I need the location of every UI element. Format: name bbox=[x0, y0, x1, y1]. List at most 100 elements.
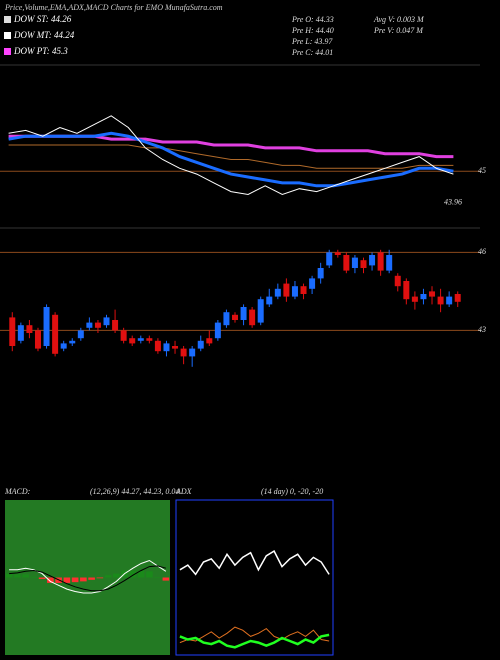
series-line bbox=[179, 626, 330, 644]
candle-body bbox=[291, 286, 298, 297]
candle-body bbox=[77, 330, 84, 339]
quote-item: Pre O: 44.33 bbox=[291, 15, 334, 24]
series-line bbox=[8, 144, 454, 169]
histogram-bar bbox=[22, 574, 29, 578]
histogram-bar bbox=[80, 577, 87, 582]
candle-body bbox=[377, 252, 384, 271]
legend-swatch bbox=[4, 48, 11, 55]
candle-body bbox=[240, 307, 247, 320]
quote-item: Pre C: 44.01 bbox=[291, 48, 333, 57]
candle-body bbox=[112, 320, 119, 331]
candle-body bbox=[257, 299, 264, 323]
candle-body bbox=[137, 338, 144, 341]
candle-body bbox=[206, 338, 213, 344]
candle-body bbox=[437, 296, 444, 305]
candle-body bbox=[129, 338, 136, 344]
histogram-bar bbox=[154, 577, 161, 578]
histogram-bar bbox=[63, 577, 71, 583]
candle-body bbox=[420, 294, 427, 300]
candle-body bbox=[189, 348, 196, 357]
candle-body bbox=[34, 330, 41, 349]
series-line bbox=[179, 550, 330, 576]
legend-label: DOW PT: 45.3 bbox=[13, 46, 68, 56]
candle-body bbox=[52, 314, 59, 354]
histogram-bar bbox=[129, 570, 137, 578]
candle-body bbox=[223, 312, 230, 326]
candle-body bbox=[197, 340, 204, 349]
panel-title: ADX bbox=[175, 487, 193, 496]
candle-body bbox=[360, 260, 367, 268]
candle-body bbox=[411, 296, 418, 302]
panel-subtitle: (14 day) 0, -20, -20 bbox=[261, 487, 323, 496]
candle-body bbox=[120, 330, 127, 341]
histogram-bar bbox=[71, 577, 79, 583]
panel-title: MACD: bbox=[4, 487, 31, 496]
histogram-bar bbox=[88, 577, 95, 580]
candle-body bbox=[309, 278, 316, 289]
candle-body bbox=[146, 338, 153, 341]
candle-body bbox=[103, 317, 110, 326]
candle-body bbox=[69, 340, 76, 344]
candle-body bbox=[317, 268, 324, 279]
candle-body bbox=[386, 255, 393, 271]
candle-body bbox=[163, 343, 170, 352]
candle-body bbox=[446, 296, 453, 305]
candle-body bbox=[60, 343, 67, 349]
series-line bbox=[8, 134, 454, 159]
histogram-bar bbox=[38, 577, 46, 580]
histogram-bar bbox=[14, 574, 21, 578]
candle-body bbox=[429, 291, 436, 297]
candle-body bbox=[326, 252, 333, 266]
candle-body bbox=[17, 325, 24, 341]
series-line bbox=[8, 131, 454, 188]
candle-body bbox=[180, 348, 187, 357]
quote-item: Pre V: 0.047 M bbox=[373, 26, 424, 35]
candle-body bbox=[300, 286, 307, 294]
legend-label: DOW ST: 44.26 bbox=[13, 14, 72, 24]
price-label: 43.96 bbox=[444, 197, 462, 206]
histogram-bar bbox=[162, 577, 170, 581]
histogram-bar bbox=[104, 575, 112, 578]
candle-body bbox=[283, 283, 290, 297]
y-tick-label: 46 bbox=[478, 247, 486, 256]
candle-body bbox=[249, 309, 256, 326]
quote-item: Pre H: 44.40 bbox=[291, 26, 334, 35]
histogram-bar bbox=[47, 577, 54, 583]
candle-body bbox=[334, 252, 341, 255]
candle-body bbox=[43, 307, 50, 346]
series-line bbox=[9, 565, 167, 592]
series-line bbox=[179, 633, 330, 649]
candle-body bbox=[394, 275, 401, 287]
candle-body bbox=[343, 255, 350, 271]
quote-item: Pre L: 43.97 bbox=[291, 37, 333, 46]
candle-body bbox=[232, 314, 238, 320]
histogram-bar bbox=[5, 573, 13, 578]
candle-body bbox=[369, 255, 376, 266]
candle-body bbox=[274, 288, 281, 297]
series-line bbox=[8, 115, 454, 196]
candle-body bbox=[403, 281, 410, 300]
histogram-bar bbox=[146, 571, 153, 578]
histogram-bar bbox=[96, 577, 104, 579]
legend-swatch bbox=[4, 16, 11, 23]
candle-body bbox=[172, 346, 179, 349]
candle-body bbox=[351, 257, 358, 268]
candle-body bbox=[26, 325, 33, 333]
histogram-bar bbox=[113, 573, 120, 578]
page-title: Price,Volume,EMA,ADX,MACD Charts for EMO… bbox=[4, 3, 223, 12]
histogram-bar bbox=[30, 576, 38, 578]
y-tick-label: 45 bbox=[478, 166, 486, 175]
histogram-bar bbox=[137, 570, 145, 578]
panel-subtitle: (12,26,9) 44.27, 44.23, 0.04 bbox=[90, 487, 179, 496]
panel-background bbox=[5, 500, 170, 655]
candle-body bbox=[214, 322, 221, 339]
candle-body bbox=[9, 317, 16, 346]
candle-body bbox=[94, 322, 101, 328]
candle-body bbox=[454, 294, 461, 302]
y-tick-label: 43 bbox=[478, 325, 486, 334]
candle-body bbox=[266, 296, 273, 305]
quote-item: Avg V: 0.003 M bbox=[373, 15, 425, 24]
legend-label: DOW MT: 44.24 bbox=[13, 30, 75, 40]
candle-body bbox=[154, 340, 161, 352]
